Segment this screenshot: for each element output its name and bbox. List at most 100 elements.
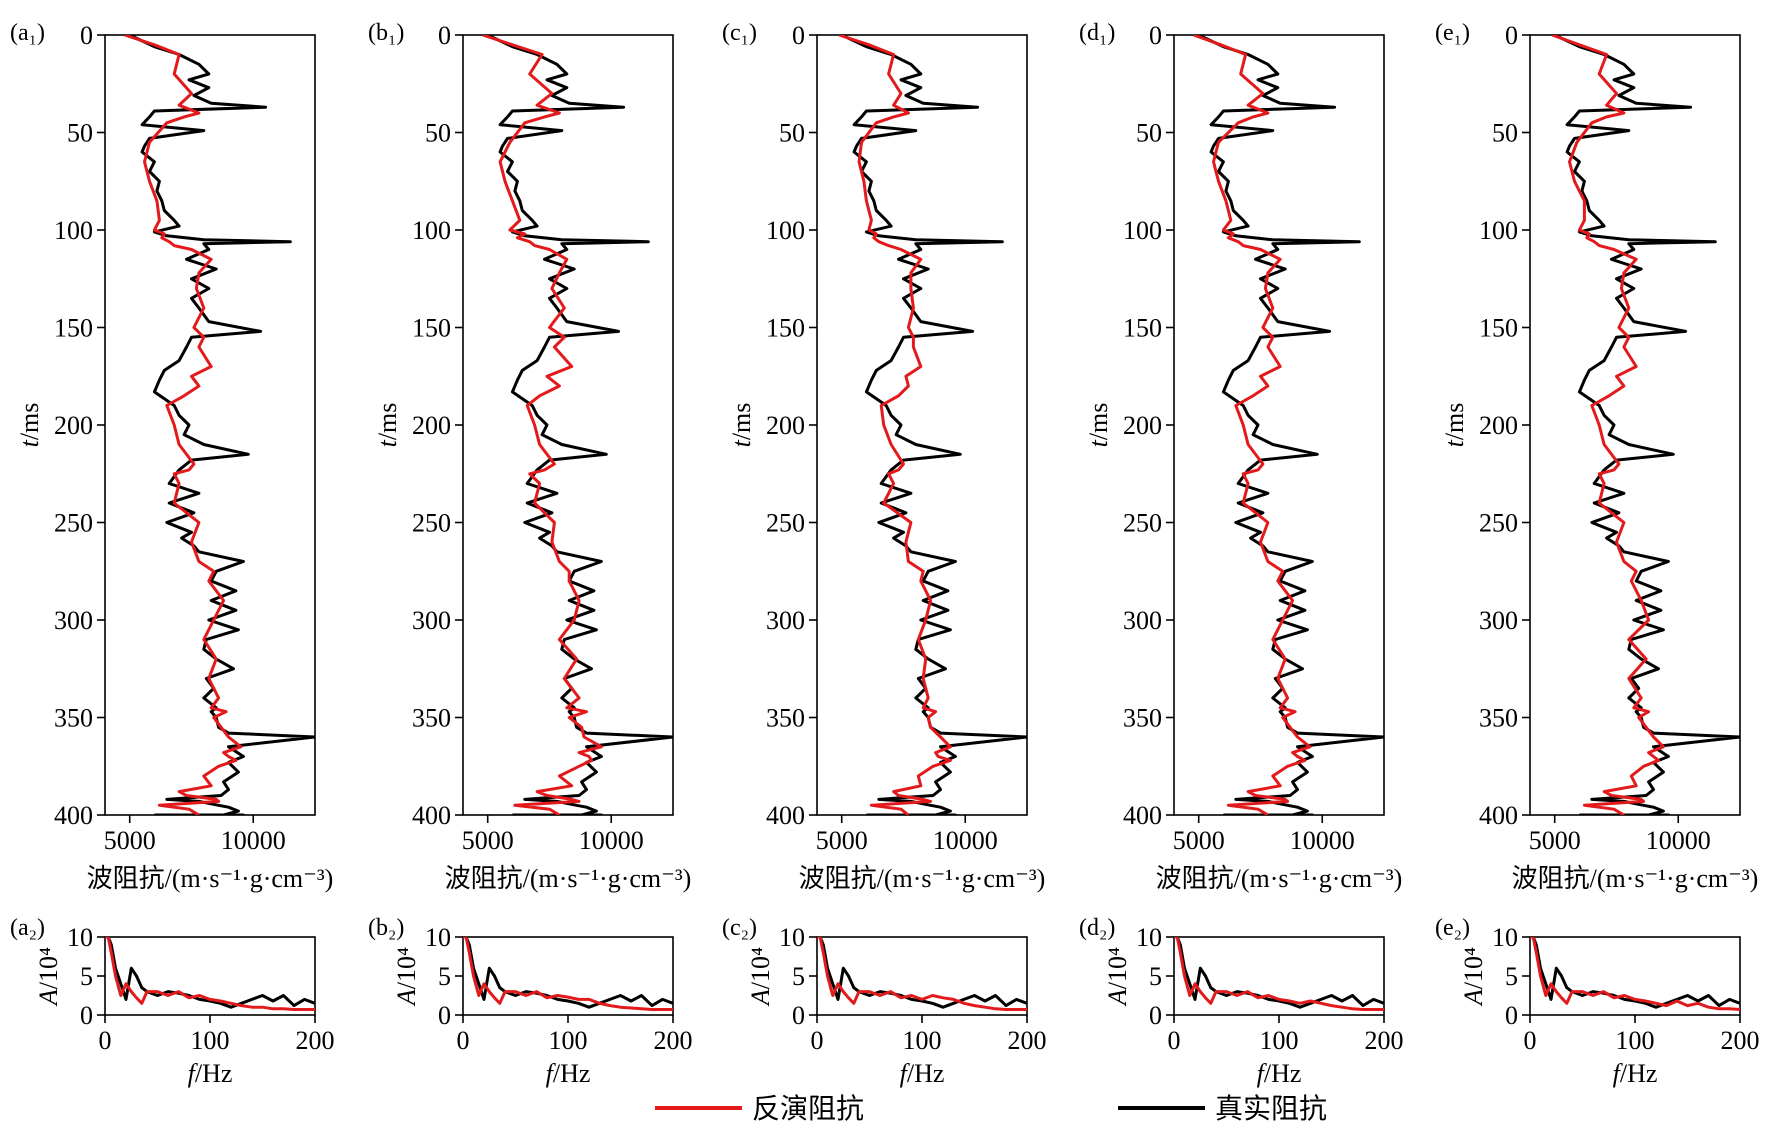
y-tick-label: 100 <box>1479 216 1518 245</box>
panel-label: (b₂) <box>368 915 404 941</box>
y-tick-label: 400 <box>1479 801 1518 830</box>
x-tick-label: 5000 <box>104 826 156 855</box>
series-line-true <box>1198 35 1384 815</box>
y-tick-label: 150 <box>54 314 93 343</box>
panel-label: (c₁) <box>722 20 757 46</box>
y-tick-label: 250 <box>766 509 805 538</box>
y-tick-label: 5 <box>80 962 93 991</box>
y-axis-label: t/ms <box>1440 403 1469 448</box>
y-tick-label: 150 <box>1479 314 1518 343</box>
y-tick-label: 350 <box>1479 704 1518 733</box>
y-axis-label: A/10⁴ <box>1103 947 1132 1007</box>
x-tick-label: 0 <box>811 1026 824 1055</box>
series-line-inverted <box>1530 937 1740 1011</box>
y-tick-label: 50 <box>1136 119 1162 148</box>
y-tick-label: 5 <box>792 962 805 991</box>
y-tick-label: 100 <box>766 216 805 245</box>
y-tick-label: 400 <box>766 801 805 830</box>
x-tick-label: 5000 <box>462 826 514 855</box>
legend: 反演阻抗 真实阻抗 <box>655 1092 1327 1123</box>
x-axis-label: 波阻抗/(m·s⁻¹·g·cm⁻³) <box>1512 864 1759 893</box>
series-line-true <box>487 35 673 815</box>
panel-label: (e₁) <box>1435 20 1470 46</box>
x-tick-label: 10000 <box>1290 826 1355 855</box>
y-tick-label: 0 <box>1149 1001 1162 1030</box>
x-tick-label: 5000 <box>816 826 868 855</box>
panel-label: (c₂) <box>722 915 757 941</box>
y-axis-label: A/10⁴ <box>34 947 63 1007</box>
x-tick-label: 0 <box>99 1026 112 1055</box>
y-tick-label: 5 <box>438 962 451 991</box>
series-line-inverted <box>1193 35 1312 815</box>
panel-label: (a₂) <box>10 915 45 941</box>
x-tick-label: 100 <box>191 1026 230 1055</box>
y-tick-label: 10 <box>425 923 451 952</box>
chart-panel-impedance-3: (c₁) 0 50 100 150 200 250 300 350 400 5000 10000 波阻抗… <box>722 20 1045 893</box>
y-axis-label: A/10⁴ <box>746 947 775 1007</box>
y-tick-label: 0 <box>80 21 93 50</box>
series-line-inverted <box>463 937 673 1011</box>
y-tick-label: 300 <box>54 606 93 635</box>
y-tick-label: 200 <box>54 411 93 440</box>
plot-frame <box>816 34 1028 816</box>
legend-label-inverted: 反演阻抗 <box>752 1092 864 1123</box>
series-line-inverted <box>1174 937 1384 1011</box>
x-axis-label: f/Hz <box>1257 1059 1302 1088</box>
y-tick-label: 400 <box>412 801 451 830</box>
y-tick-label: 300 <box>1479 606 1518 635</box>
series-line-inverted <box>482 35 603 815</box>
y-tick-label: 200 <box>1123 411 1162 440</box>
plot-frame <box>1529 34 1741 816</box>
x-tick-label: 5000 <box>1529 826 1581 855</box>
y-tick-label: 150 <box>766 314 805 343</box>
x-axis-label: f/Hz <box>1613 1059 1658 1088</box>
x-axis-label: f/Hz <box>900 1059 945 1088</box>
legend-label-true: 真实阻抗 <box>1215 1092 1327 1123</box>
series-line-inverted <box>1551 35 1665 815</box>
y-tick-label: 150 <box>1123 314 1162 343</box>
y-tick-label: 0 <box>438 21 451 50</box>
panel-label: (a₁) <box>10 20 45 46</box>
chart-panel-impedance-1: (a₁) 0 50 100 150 200 250 300 350 400 5000 10000 波阻抗… <box>10 20 333 893</box>
y-axis-label: t/ms <box>727 403 756 448</box>
x-tick-label: 10000 <box>933 826 998 855</box>
panel-label: (e₂) <box>1435 915 1470 941</box>
x-tick-label: 0 <box>1168 1026 1181 1055</box>
y-tick-label: 10 <box>1492 923 1518 952</box>
series-line-inverted <box>124 35 243 815</box>
plot-frame <box>104 34 316 816</box>
y-tick-label: 50 <box>425 119 451 148</box>
y-axis-label: t/ms <box>15 403 44 448</box>
series-line-true <box>841 35 1027 815</box>
y-tick-label: 350 <box>412 704 451 733</box>
x-tick-label: 10000 <box>221 826 286 855</box>
x-axis-label: 波阻抗/(m·s⁻¹·g·cm⁻³) <box>1156 864 1403 893</box>
x-axis-label: f/Hz <box>546 1059 591 1088</box>
x-tick-label: 100 <box>1616 1026 1655 1055</box>
y-axis-label: A/10⁴ <box>1459 947 1488 1007</box>
y-tick-label: 0 <box>792 1001 805 1030</box>
y-tick-label: 250 <box>1123 509 1162 538</box>
y-tick-label: 50 <box>779 119 805 148</box>
y-tick-label: 10 <box>1136 923 1162 952</box>
y-tick-label: 300 <box>412 606 451 635</box>
y-tick-label: 0 <box>80 1001 93 1030</box>
panel-label: (d₁) <box>1079 20 1115 46</box>
y-tick-label: 10 <box>67 923 93 952</box>
y-tick-label: 5 <box>1149 962 1162 991</box>
chart-panel-impedance-4: (d₁) 0 50 100 150 200 250 300 350 400 5000 10000 波阻抗… <box>1079 20 1402 893</box>
y-tick-label: 50 <box>67 119 93 148</box>
panel-label: (b₁) <box>368 20 404 46</box>
y-tick-label: 300 <box>766 606 805 635</box>
y-tick-label: 0 <box>1149 21 1162 50</box>
x-tick-label: 100 <box>1260 1026 1299 1055</box>
x-axis-label: 波阻抗/(m·s⁻¹·g·cm⁻³) <box>87 864 334 893</box>
y-axis-label: t/ms <box>1084 403 1113 448</box>
y-tick-label: 350 <box>1123 704 1162 733</box>
